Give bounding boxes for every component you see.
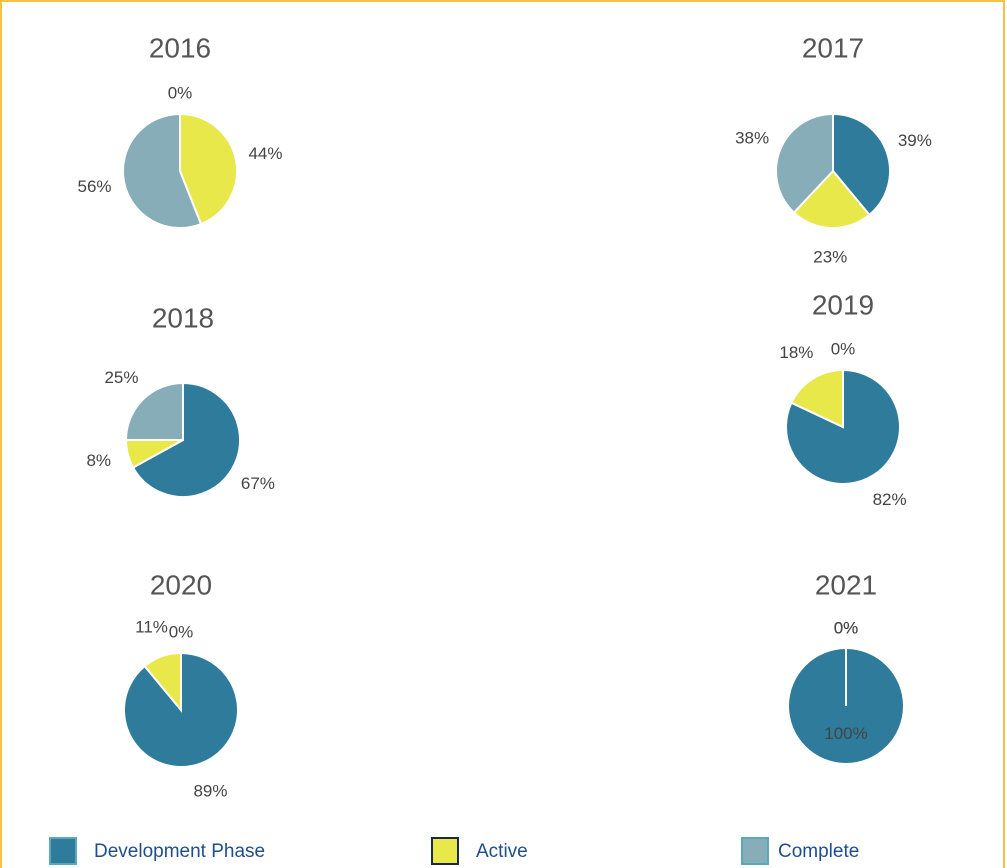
legend-label: Complete (778, 841, 859, 862)
data-label: 39% (898, 131, 932, 150)
data-label: 56% (78, 177, 112, 196)
legend-swatch (741, 837, 769, 865)
pie-title: 2021 (815, 569, 877, 600)
pie-slice (131, 381, 241, 498)
data-label: 23% (813, 247, 847, 266)
pie-title: 2020 (150, 569, 212, 600)
pie-slice (785, 368, 901, 485)
legend-label: Active (476, 841, 528, 862)
pie-slice (179, 112, 238, 226)
pie-slice (124, 381, 184, 441)
data-label: 0% (834, 618, 859, 637)
data-label: 44% (248, 144, 282, 163)
legend-swatch (49, 837, 77, 865)
legend-label: Development Phase (94, 841, 265, 862)
data-label: 100% (824, 724, 867, 743)
data-label: 8% (86, 451, 111, 470)
pie-slice (775, 112, 834, 214)
data-label: 89% (193, 781, 227, 800)
data-label: 38% (735, 128, 769, 147)
data-label: 11% (135, 618, 168, 637)
data-label: 82% (873, 490, 907, 509)
data-label: 0% (169, 622, 194, 641)
data-label: 0% (168, 83, 193, 102)
data-label: 67% (241, 474, 275, 493)
data-label: 25% (104, 368, 138, 387)
pie-slice (792, 169, 871, 229)
data-label: 0% (834, 618, 859, 637)
pie-title: 2019 (812, 289, 874, 320)
data-label: 18% (779, 343, 813, 362)
pie-slice (122, 112, 203, 229)
pie-title: 2017 (802, 32, 864, 63)
data-label: 0% (831, 339, 856, 358)
pie-slice (790, 368, 844, 429)
pie-title: 2018 (152, 302, 214, 333)
pie-slice (832, 112, 891, 217)
pie-title: 2016 (149, 32, 211, 63)
legend-swatch (431, 837, 459, 865)
pie-slice (143, 651, 182, 713)
